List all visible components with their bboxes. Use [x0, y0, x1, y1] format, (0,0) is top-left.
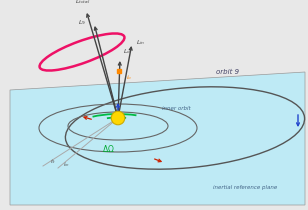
Text: $i_o$: $i_o$ [126, 74, 132, 83]
Text: $i_{in}$: $i_{in}$ [63, 161, 70, 169]
Text: inner orbit: inner orbit [162, 105, 191, 110]
Polygon shape [10, 72, 305, 205]
Text: inertial reference plane: inertial reference plane [213, 185, 277, 190]
Text: $L_{total}$: $L_{total}$ [75, 0, 91, 6]
Text: $L_o$: $L_o$ [123, 47, 131, 56]
Text: $L_9$: $L_9$ [78, 18, 86, 28]
Text: $i_9$: $i_9$ [50, 158, 56, 167]
Text: $\Delta\Omega$: $\Delta\Omega$ [102, 143, 114, 154]
Text: orbit 9: orbit 9 [217, 69, 240, 75]
Text: $L_{in}$: $L_{in}$ [136, 39, 145, 47]
Circle shape [111, 111, 125, 125]
